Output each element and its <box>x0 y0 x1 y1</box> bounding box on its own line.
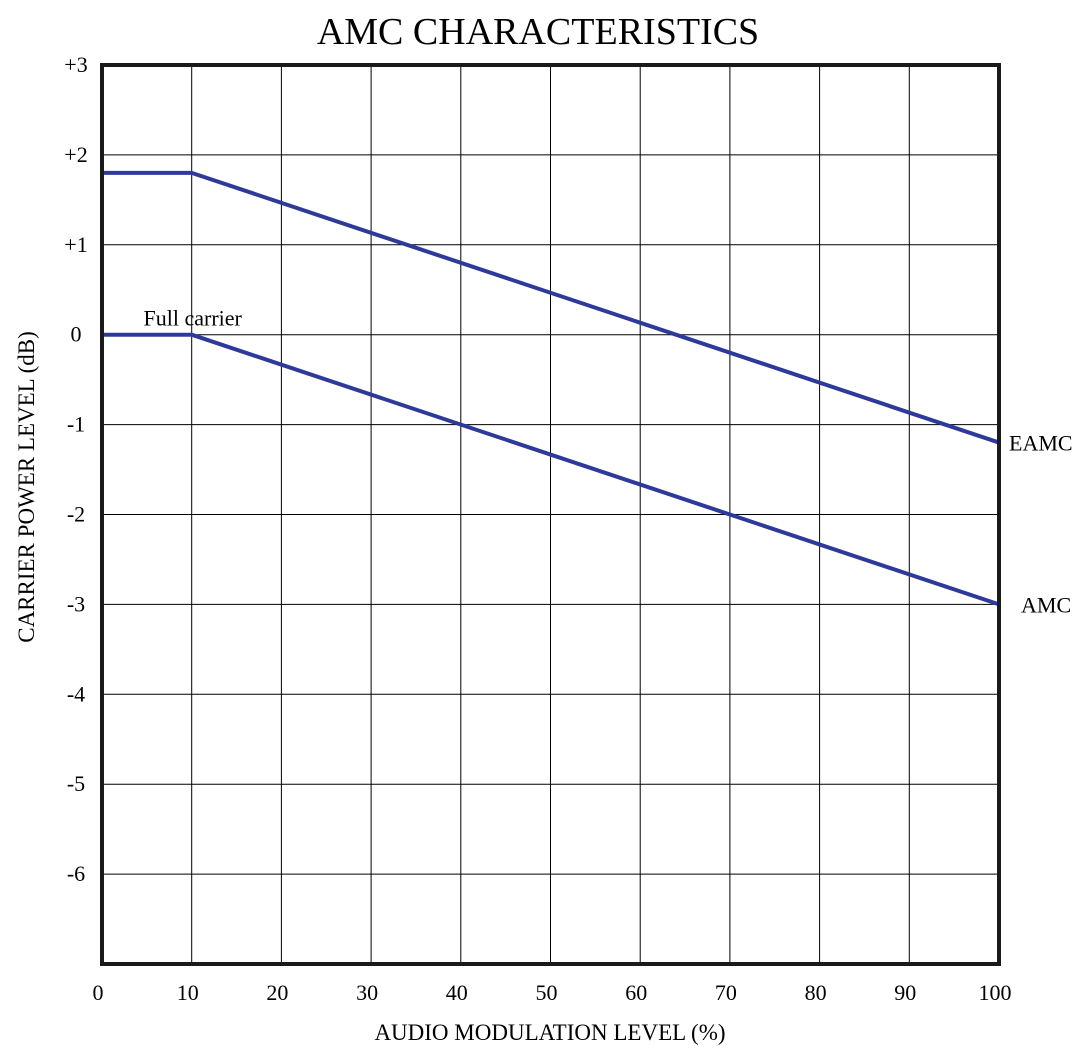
y-tick-labels: +3 +2 +1 0 -1 -2 -3 -4 -5 -6 <box>64 52 87 886</box>
x-tick-label: 30 <box>356 980 378 1005</box>
y-tick-label: -2 <box>67 502 85 527</box>
x-tick-label: 50 <box>536 980 558 1005</box>
series-labels: EAMC AMC Full carrier <box>144 306 1073 618</box>
x-tick-label: 40 <box>446 980 468 1005</box>
series-label-eamc: EAMC <box>1009 431 1073 456</box>
series-line-eamc <box>102 170 1000 445</box>
y-tick-label: +3 <box>64 52 87 77</box>
x-tick-label: 10 <box>177 980 199 1005</box>
y-tick-label: -3 <box>67 591 85 616</box>
y-tick-label: +2 <box>64 142 87 167</box>
series-label-amc: AMC <box>1021 592 1071 617</box>
x-axis-title: AUDIO MODULATION LEVEL (%) <box>374 1020 725 1045</box>
y-tick-label: +1 <box>64 232 87 257</box>
annotation-full-carrier: Full carrier <box>144 306 243 331</box>
x-tick-label: 0 <box>93 980 104 1005</box>
series-lines <box>102 170 1000 607</box>
x-tick-labels: 0 10 20 30 40 50 60 70 80 90 100 <box>93 980 1012 1005</box>
x-tick-label: 90 <box>894 980 916 1005</box>
y-tick-label: -4 <box>67 681 85 706</box>
y-tick-label: -1 <box>67 412 85 437</box>
y-tick-label: -6 <box>67 861 85 886</box>
y-axis-title: CARRIER POWER LEVEL (dB) <box>14 331 39 643</box>
series-line-amc <box>102 332 1000 607</box>
x-tick-label: 80 <box>805 980 827 1005</box>
x-tick-label: 20 <box>266 980 288 1005</box>
x-tick-label: 60 <box>625 980 647 1005</box>
plot-frame <box>100 63 1001 966</box>
y-tick-label: -5 <box>67 771 85 796</box>
y-tick-label: 0 <box>71 322 82 347</box>
grid <box>102 65 999 964</box>
chart-title: AMC CHARACTERISTICS <box>317 11 759 53</box>
x-tick-label: 70 <box>715 980 737 1005</box>
x-tick-label: 100 <box>979 980 1012 1005</box>
